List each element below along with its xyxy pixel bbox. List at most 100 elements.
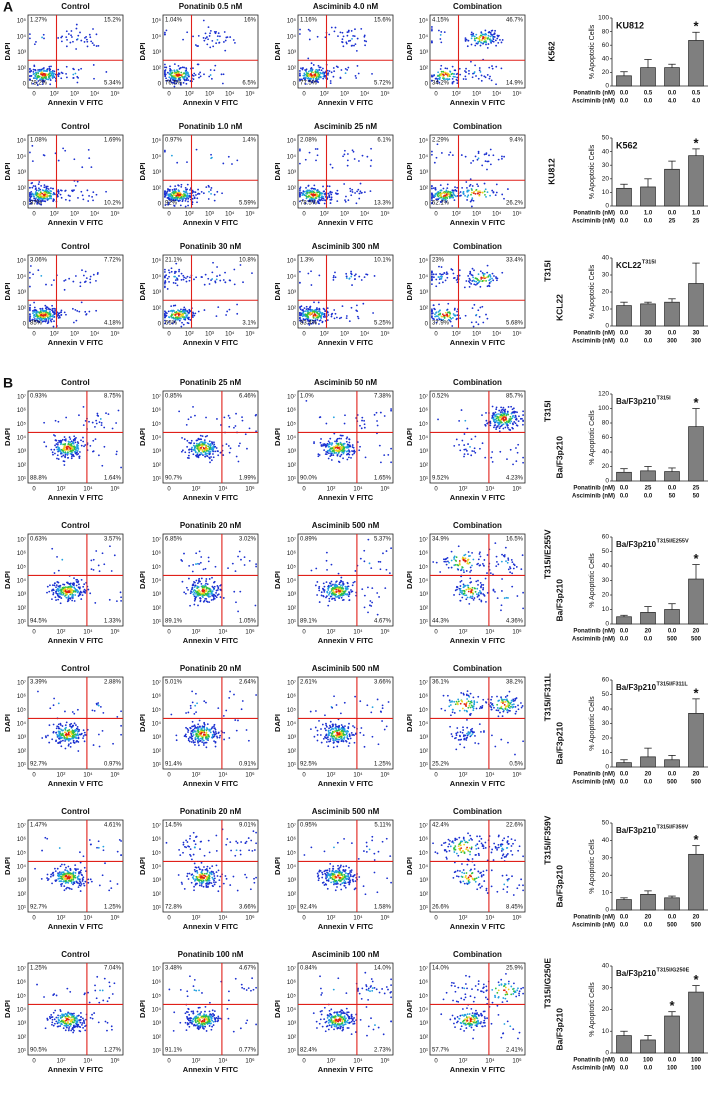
plot-title: Combination (453, 242, 502, 251)
event-dot (369, 165, 372, 167)
event-dot (176, 161, 179, 164)
event-dot (441, 281, 444, 284)
event-dot (46, 313, 49, 316)
event-dot (471, 185, 474, 187)
event-dot (350, 306, 353, 309)
event-dot (179, 317, 182, 320)
plot-title: Ponatinib 20 nM (180, 521, 242, 530)
event-dot (49, 584, 51, 587)
event-dot (216, 266, 218, 268)
event-dot (34, 68, 37, 71)
event-dot (483, 276, 486, 279)
event-dot (345, 195, 347, 198)
event-dot (251, 272, 253, 274)
event-dot (41, 197, 44, 200)
event-dot (472, 192, 475, 195)
y-tick-label: 0 (605, 83, 609, 90)
event-dot (351, 191, 354, 193)
event-dot (35, 41, 37, 43)
event-dot (57, 569, 60, 572)
event-dot (313, 202, 315, 205)
event-dot (34, 320, 37, 322)
event-dot (345, 440, 348, 443)
event-dot (226, 310, 229, 313)
event-dot (321, 72, 324, 75)
event-dot (51, 311, 54, 313)
event-dot (450, 194, 453, 197)
event-dot (34, 315, 37, 318)
event-dot (491, 65, 493, 67)
event-dot (60, 77, 63, 80)
event-dot (219, 451, 222, 454)
event-dot (320, 594, 323, 597)
y-tick-label: 10² (287, 186, 296, 192)
event-dot (477, 185, 480, 188)
event-dot (49, 319, 52, 322)
event-dot (33, 306, 36, 309)
event-dot (194, 414, 196, 417)
event-dot (436, 194, 439, 197)
event-dot (164, 193, 166, 195)
event-dot (495, 413, 498, 416)
event-dot (215, 278, 218, 281)
x-tick-label: 10² (50, 332, 59, 338)
event-dot (30, 195, 33, 198)
event-dot (44, 196, 47, 198)
event-dot (30, 202, 33, 205)
event-dot (248, 560, 251, 562)
event-dot (342, 452, 345, 455)
event-dot (205, 582, 207, 585)
event-dot (340, 316, 343, 319)
quadrant-percent: 14.9% (506, 81, 524, 87)
event-dot (358, 275, 361, 278)
event-dot (435, 198, 438, 201)
event-dot (59, 439, 62, 442)
event-dot (509, 415, 512, 418)
event-dot (41, 307, 44, 310)
event-dot (449, 75, 451, 78)
event-dot (210, 279, 212, 282)
event-dot (496, 279, 498, 282)
event-dot (188, 309, 191, 312)
event-dot (164, 149, 166, 152)
event-dot (463, 286, 466, 289)
event-dot (82, 274, 85, 277)
event-dot (193, 72, 196, 75)
y-tick-label: 0 (23, 322, 27, 328)
event-dot (197, 589, 200, 592)
event-dot (471, 76, 474, 79)
event-dot (113, 554, 116, 557)
event-dot (484, 29, 487, 32)
event-dot (466, 186, 468, 189)
event-dot (58, 586, 61, 589)
event-dot (488, 66, 491, 69)
event-dot (224, 271, 226, 274)
event-dot (62, 447, 65, 450)
event-dot (354, 273, 357, 276)
event-dot (473, 283, 476, 286)
event-dot (204, 32, 207, 35)
quadrant-percent: 7.38% (374, 394, 392, 400)
event-dot (330, 459, 333, 461)
event-dot (40, 314, 42, 317)
y-tick-label: 0 (23, 202, 27, 208)
event-dot (470, 43, 473, 46)
event-dot (206, 583, 209, 586)
event-dot (164, 31, 166, 34)
event-dot (452, 73, 455, 75)
event-dot (489, 420, 492, 423)
event-dot (63, 464, 66, 466)
event-dot (73, 435, 76, 438)
event-dot (37, 201, 39, 204)
event-dot (37, 320, 40, 323)
event-dot (42, 310, 44, 313)
event-dot (222, 454, 225, 456)
event-dot (37, 80, 40, 82)
x-tick-label: 10⁵ (245, 331, 255, 338)
event-dot (322, 190, 325, 193)
event-dot (312, 316, 315, 319)
y-tick-label: 10³ (152, 592, 161, 598)
y-axis-label: DAPI (405, 428, 414, 446)
event-dot (227, 414, 230, 417)
event-dot (207, 590, 210, 593)
